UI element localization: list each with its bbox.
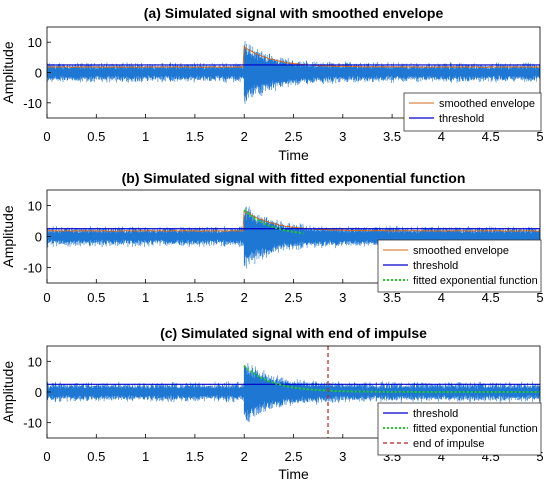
- legend-box: [403, 92, 542, 132]
- plot-area: [47, 346, 540, 438]
- x-tick-label: 2: [241, 290, 248, 305]
- chart-title: (b) Simulated signal with fitted exponen…: [122, 170, 466, 186]
- legend-label: threshold: [413, 260, 458, 272]
- x-tick-label: 1.5: [186, 129, 204, 144]
- smoothed-envelope-line: [47, 209, 540, 232]
- y-tick-label: 0: [35, 230, 42, 245]
- x-tick-label: 1: [142, 290, 149, 305]
- y-tick-label: -10: [23, 261, 42, 276]
- y-tick-label: -10: [23, 416, 42, 431]
- y-axis-label: Amplitude: [0, 361, 16, 423]
- fitted-exponential-line: [243, 209, 304, 235]
- y-tick-label: -10: [23, 96, 42, 111]
- legend: smoothed envelope threshold fitted exponen…: [377, 239, 542, 293]
- y-tick-label: 10: [28, 35, 42, 50]
- y-tick-label: 0: [35, 385, 42, 400]
- plot-area: [47, 206, 540, 269]
- x-tick-label: 3.5: [383, 129, 401, 144]
- legend-label: end of impulse: [413, 438, 485, 450]
- x-tick-label: 3.5: [383, 290, 401, 305]
- legend-box: [377, 402, 542, 456]
- x-axis-label: Time: [278, 466, 309, 482]
- smoothed-envelope-line: [47, 45, 540, 69]
- x-tick-label: 0.5: [87, 129, 105, 144]
- plot-area: [47, 41, 540, 104]
- x-axis-label: Time: [278, 147, 309, 163]
- legend-box: [377, 239, 542, 293]
- signal-trace: [47, 41, 540, 104]
- legend: threshold fitted exponential function end …: [377, 402, 542, 456]
- x-tick-label: 4: [438, 129, 445, 144]
- legend: smoothed envelope threshold: [403, 92, 542, 132]
- x-tick-label: 5: [536, 290, 543, 305]
- x-tick-label: 2: [241, 449, 248, 464]
- y-axis-label: Amplitude: [0, 205, 16, 267]
- signal-trace: [47, 206, 540, 269]
- chart-title: (c) Simulated signal with end of impulse: [160, 325, 427, 341]
- x-tick-label: 0.5: [87, 290, 105, 305]
- fitted-exponential-line: [243, 365, 540, 393]
- legend-label: fitted exponential function: [413, 275, 538, 287]
- x-tick-label: 4.5: [482, 290, 500, 305]
- x-tick-label: 5: [536, 129, 543, 144]
- legend-label: threshold: [439, 113, 484, 125]
- x-tick-label: 3: [339, 449, 346, 464]
- legend-label: smoothed envelope: [413, 245, 509, 257]
- legend-label: smoothed envelope: [439, 98, 535, 110]
- x-tick-label: 1: [142, 129, 149, 144]
- chart-panel-a: 0 0.5 1 1.5 2 2.5 3 3.5 4 4.5 5 -10 0 10 (a) Simulated…: [0, 5, 544, 163]
- y-axis-label: Amplitude: [0, 41, 16, 103]
- x-tick-label: 5: [536, 449, 543, 464]
- x-tick-label: 2.5: [284, 449, 302, 464]
- y-tick-label: 10: [28, 199, 42, 214]
- x-tick-label: 4.5: [482, 129, 500, 144]
- x-tick-label: 2: [241, 129, 248, 144]
- x-tick-label: 2.5: [284, 129, 302, 144]
- x-tick-label: 2.5: [284, 290, 302, 305]
- x-tick-label: 3: [339, 290, 346, 305]
- x-tick-label: 4: [438, 290, 445, 305]
- legend-label: threshold: [413, 408, 458, 420]
- x-tick-label: 0: [43, 129, 50, 144]
- x-tick-label: 1.5: [186, 449, 204, 464]
- y-tick-label: 0: [35, 66, 42, 81]
- x-tick-label: 1: [142, 449, 149, 464]
- x-tick-label: 4: [438, 449, 445, 464]
- x-tick-label: 0: [43, 449, 50, 464]
- y-tick-label: 10: [28, 354, 42, 369]
- chart-title: (a) Simulated signal with smoothed envel…: [144, 5, 444, 21]
- legend-label: fitted exponential function: [413, 423, 538, 435]
- x-tick-label: 0: [43, 290, 50, 305]
- x-tick-label: 0.5: [87, 449, 105, 464]
- x-tick-label: 1.5: [186, 290, 204, 305]
- x-tick-label: 3: [339, 129, 346, 144]
